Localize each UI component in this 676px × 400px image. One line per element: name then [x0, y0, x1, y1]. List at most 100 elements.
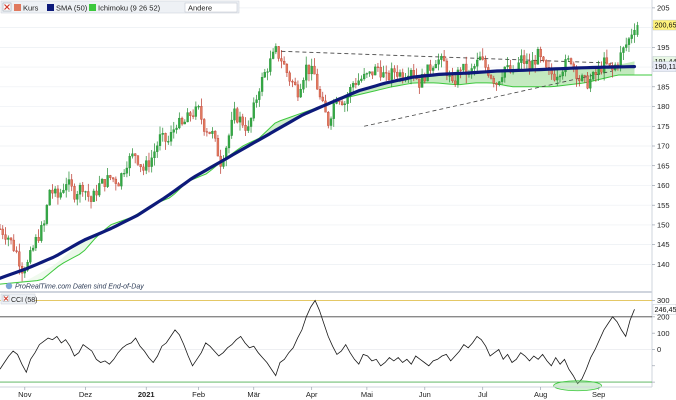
candle — [506, 57, 509, 71]
price-tick-label-140: 140 — [657, 260, 670, 269]
candle — [197, 104, 200, 110]
candle — [580, 73, 584, 82]
cci-oversold-highlight — [553, 380, 602, 392]
candle — [520, 49, 523, 71]
candle — [172, 121, 175, 139]
candle — [260, 72, 264, 97]
price-label-0: 200,65 — [652, 19, 676, 31]
candle — [48, 189, 51, 206]
candle — [426, 64, 429, 82]
candle — [12, 234, 15, 252]
candle — [354, 77, 358, 89]
cci-legend: CCI (58) — [0, 293, 37, 305]
x-tick-label-0: Nov — [18, 390, 32, 399]
legend-close-icon[interactable] — [2, 2, 12, 12]
candle — [238, 111, 242, 131]
price-tick-label-185: 185 — [657, 82, 670, 91]
candle — [299, 83, 302, 98]
candle — [183, 119, 186, 125]
candle — [150, 149, 153, 173]
svg-text:200,65: 200,65 — [655, 21, 676, 30]
price-tick-label-145: 145 — [657, 240, 670, 249]
candle — [313, 58, 316, 75]
candle — [178, 112, 181, 130]
candle — [522, 49, 526, 69]
candle — [379, 60, 382, 81]
candle — [84, 190, 87, 201]
candle — [56, 185, 60, 205]
cci-close-icon[interactable] — [2, 295, 10, 302]
x-tick-label-3: Feb — [192, 390, 205, 399]
trendline-2 — [364, 70, 613, 127]
candle — [495, 82, 498, 91]
candle — [445, 58, 449, 81]
candle — [109, 174, 112, 181]
candle — [583, 74, 586, 83]
candle — [98, 175, 101, 198]
candle — [37, 229, 40, 243]
legend-label-kurs: Kurs — [23, 4, 39, 13]
x-tick-label-10: Sep — [592, 390, 605, 399]
candle — [73, 183, 76, 203]
candle — [420, 68, 424, 88]
cci-tick-label-0: 0 — [657, 345, 661, 354]
candle — [622, 46, 625, 61]
candle — [208, 131, 211, 135]
candle — [191, 109, 195, 120]
candle — [578, 75, 581, 87]
watermark-text: ProRealTime.com Daten sind End-of-Day — [15, 284, 144, 291]
candle — [294, 77, 297, 86]
candle — [111, 177, 115, 183]
candle — [418, 78, 421, 94]
candle — [456, 66, 460, 88]
legend-item-sma[interactable]: SMA (50) — [47, 4, 88, 13]
candle — [236, 106, 239, 124]
candle — [92, 188, 95, 202]
candle — [329, 116, 333, 130]
candle — [227, 133, 231, 154]
candle — [382, 65, 385, 78]
candle — [360, 75, 363, 83]
candle — [131, 148, 134, 159]
legend-item-andere[interactable]: Andere — [184, 2, 238, 13]
candle — [65, 177, 68, 198]
candle — [431, 65, 435, 75]
candle — [277, 45, 280, 62]
price-tick-label-160: 160 — [657, 181, 670, 190]
candle — [103, 179, 106, 192]
candle — [340, 98, 344, 106]
price-tick-label-195: 195 — [657, 43, 670, 52]
candle — [393, 65, 396, 79]
candle — [594, 68, 598, 82]
svg-text:246,45: 246,45 — [655, 305, 676, 314]
candle — [134, 153, 137, 164]
legend-item-kurs[interactable]: Kurs — [14, 4, 39, 13]
candle — [633, 23, 636, 43]
candle — [368, 71, 371, 77]
x-tick-label-4: Mär — [247, 390, 260, 399]
candle — [122, 169, 126, 177]
candle — [9, 237, 13, 245]
candle — [481, 48, 484, 61]
candle — [158, 126, 162, 151]
candle — [189, 110, 192, 122]
legend-item-ichimoku[interactable]: Ichimoku (9 26 52) — [89, 4, 161, 13]
candle — [365, 72, 369, 79]
candle — [45, 204, 49, 226]
candle — [296, 80, 300, 102]
candle — [62, 183, 65, 194]
candle — [451, 67, 454, 83]
candle — [100, 177, 104, 184]
cci-tick-label-200: 200 — [657, 312, 670, 321]
candle — [307, 64, 311, 82]
candle — [492, 75, 495, 88]
candle — [40, 221, 43, 243]
x-tick-label-1: Dez — [79, 390, 93, 399]
candle — [89, 195, 93, 209]
candle — [194, 101, 198, 120]
candle — [274, 43, 278, 55]
x-tick-label-9: Aug — [534, 390, 547, 399]
candle — [211, 127, 214, 139]
price-tick-label-165: 165 — [657, 161, 670, 170]
x-tick-label-8: Jul — [478, 390, 488, 399]
